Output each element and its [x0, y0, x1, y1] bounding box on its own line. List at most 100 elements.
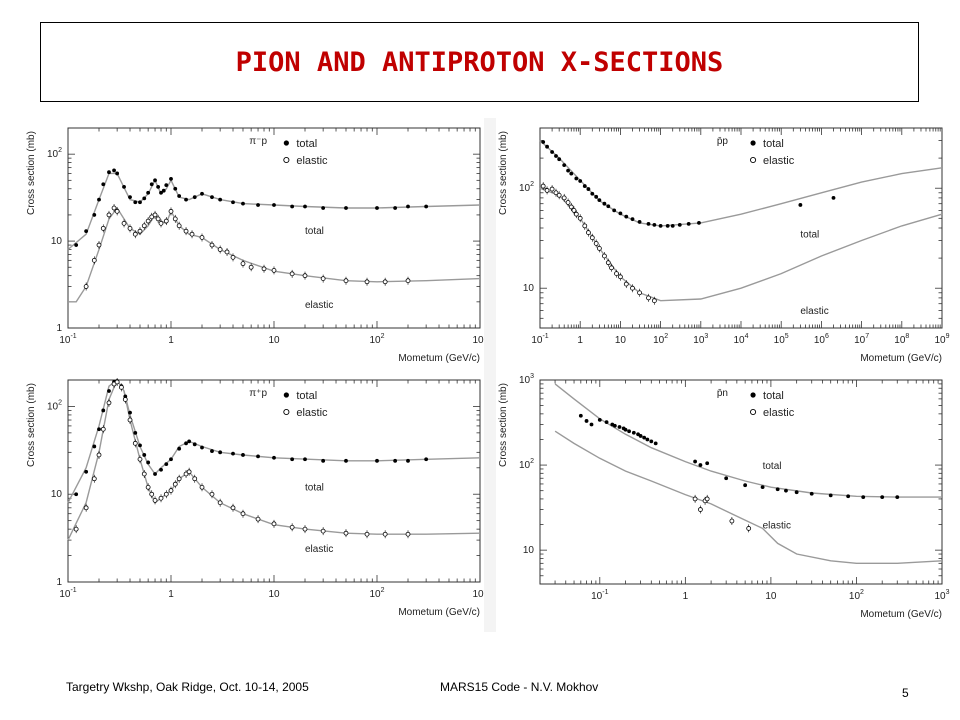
curve-total — [554, 383, 942, 498]
data-point-elastic — [96, 452, 102, 458]
data-point-total — [618, 211, 623, 216]
annotation-total: total — [305, 483, 324, 494]
data-point-elastic — [127, 225, 133, 231]
data-point-total — [241, 201, 245, 206]
data-point-total — [272, 203, 276, 207]
data-point-total — [686, 221, 691, 226]
data-point-total — [794, 490, 799, 495]
data-point-elastic — [746, 526, 752, 531]
data-point-elastic — [540, 183, 546, 189]
data-point-elastic — [230, 505, 236, 511]
data-point-elastic — [121, 220, 127, 226]
data-point-total — [586, 187, 591, 191]
x-tick-label: 102 — [369, 333, 384, 346]
data-point-elastic — [302, 273, 308, 279]
data-point-total — [541, 140, 546, 144]
data-point-total — [861, 495, 866, 500]
data-point-total — [192, 195, 197, 200]
data-point-total — [631, 430, 636, 435]
data-point-total — [760, 485, 765, 490]
reaction-label: π⁻p — [249, 136, 267, 147]
data-point-total — [192, 442, 197, 447]
data-point-total — [798, 203, 803, 207]
legend-label-total: total — [296, 390, 317, 402]
legend-marker-total — [750, 392, 756, 398]
data-point-total — [256, 454, 260, 459]
data-point-total — [550, 150, 555, 154]
annotation-elastic: elastic — [800, 306, 828, 317]
data-point-total — [84, 229, 89, 234]
data-point-total — [602, 201, 607, 206]
data-point-total — [645, 437, 650, 442]
y-tick-label: 102 — [47, 147, 62, 160]
data-point-total — [344, 206, 348, 210]
data-point-total — [653, 441, 658, 446]
data-point-total — [578, 179, 583, 183]
data-point-total — [184, 197, 188, 202]
legend-label-elastic: elastic — [296, 155, 328, 167]
data-point-total — [107, 170, 111, 175]
data-point-elastic — [544, 188, 550, 193]
legend-marker-elastic — [750, 408, 757, 416]
data-point-elastic — [209, 491, 215, 497]
data-point-total — [582, 184, 587, 188]
data-point-total — [743, 483, 748, 488]
data-point-total — [164, 183, 169, 188]
data-point-elastic — [83, 505, 89, 511]
data-point-elastic — [692, 496, 698, 502]
data-point-elastic — [114, 208, 120, 214]
data-point-total — [173, 186, 178, 191]
data-point-elastic — [382, 279, 388, 285]
data-point-elastic — [614, 271, 619, 276]
data-point-total — [393, 458, 398, 463]
y-tick-label: 102 — [519, 458, 534, 471]
legend-label-total: total — [763, 138, 784, 150]
data-point-total — [569, 171, 574, 176]
data-point-elastic — [132, 440, 138, 446]
data-point-elastic — [240, 511, 246, 517]
curve-total — [67, 172, 481, 251]
chart-pip-p: 10-1110102103110102Mometum (GeV/c)Cross … — [26, 377, 484, 618]
data-point-total — [128, 195, 132, 200]
data-point-elastic — [137, 228, 143, 234]
data-point-total — [597, 417, 602, 422]
annotation-elastic: elastic — [305, 300, 333, 311]
data-point-total — [210, 195, 214, 200]
x-tick-label: 10 — [268, 335, 280, 346]
data-point-total — [424, 204, 429, 209]
data-point-total — [846, 494, 851, 499]
data-point-elastic — [83, 284, 89, 289]
data-point-total — [693, 459, 697, 464]
data-point-elastic — [217, 247, 223, 252]
legend-label-elastic: elastic — [763, 407, 795, 419]
data-point-elastic — [145, 218, 151, 224]
data-point-total — [617, 425, 622, 429]
data-point-total — [161, 188, 166, 193]
data-point-total — [612, 208, 617, 213]
slide-number: 5 — [902, 686, 909, 700]
y-axis-label: Cross section (mb) — [498, 383, 509, 467]
data-point-elastic — [172, 216, 178, 222]
data-point-total — [406, 204, 410, 209]
y-axis-label: Cross section (mb) — [26, 383, 37, 467]
data-point-total — [153, 178, 157, 183]
data-point-total — [84, 469, 89, 474]
data-point-elastic — [73, 526, 79, 532]
data-point-total — [256, 203, 260, 207]
data-point-total — [101, 182, 106, 187]
x-tick-label: 109 — [934, 333, 949, 346]
data-point-total — [375, 206, 379, 210]
data-point-total — [159, 190, 163, 195]
data-point-total — [637, 220, 642, 224]
x-tick-label: 102 — [653, 333, 668, 346]
data-point-elastic — [320, 528, 326, 534]
data-point-total — [670, 223, 675, 228]
plot-panel-pbar-p: 10-1 1 10 102 103 104 105 106 107 108 109 10 102 Mome… — [496, 118, 960, 370]
chart-pim-p: 10-1110102103110102Mometum (GeV/c)Cross … — [26, 127, 484, 364]
data-point-total — [74, 492, 79, 497]
data-point-total — [231, 200, 235, 205]
x-tick-label: 10-1 — [531, 333, 548, 346]
data-point-elastic — [646, 295, 651, 301]
slide-title: PION AND ANTIPROTON X-SECTIONS — [235, 46, 724, 78]
legend-marker-total — [750, 140, 756, 146]
